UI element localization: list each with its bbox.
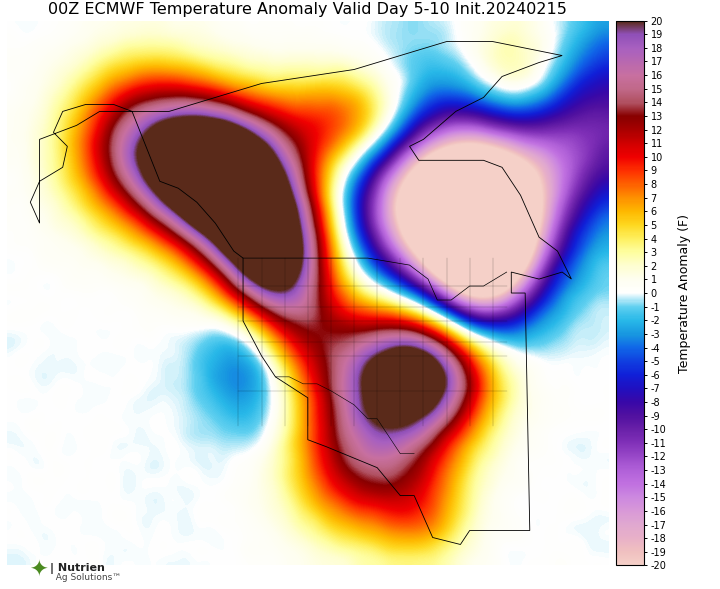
Title: 00Z ECMWF Temperature Anomaly Valid Day 5-10 Init.20240215: 00Z ECMWF Temperature Anomaly Valid Day … xyxy=(48,2,567,16)
Y-axis label: Temperature Anomaly (F): Temperature Anomaly (F) xyxy=(678,214,690,372)
Text: ✦: ✦ xyxy=(29,560,48,580)
Text: Ag Solutions™: Ag Solutions™ xyxy=(50,573,122,582)
Text: | Nutrien: | Nutrien xyxy=(50,563,105,574)
